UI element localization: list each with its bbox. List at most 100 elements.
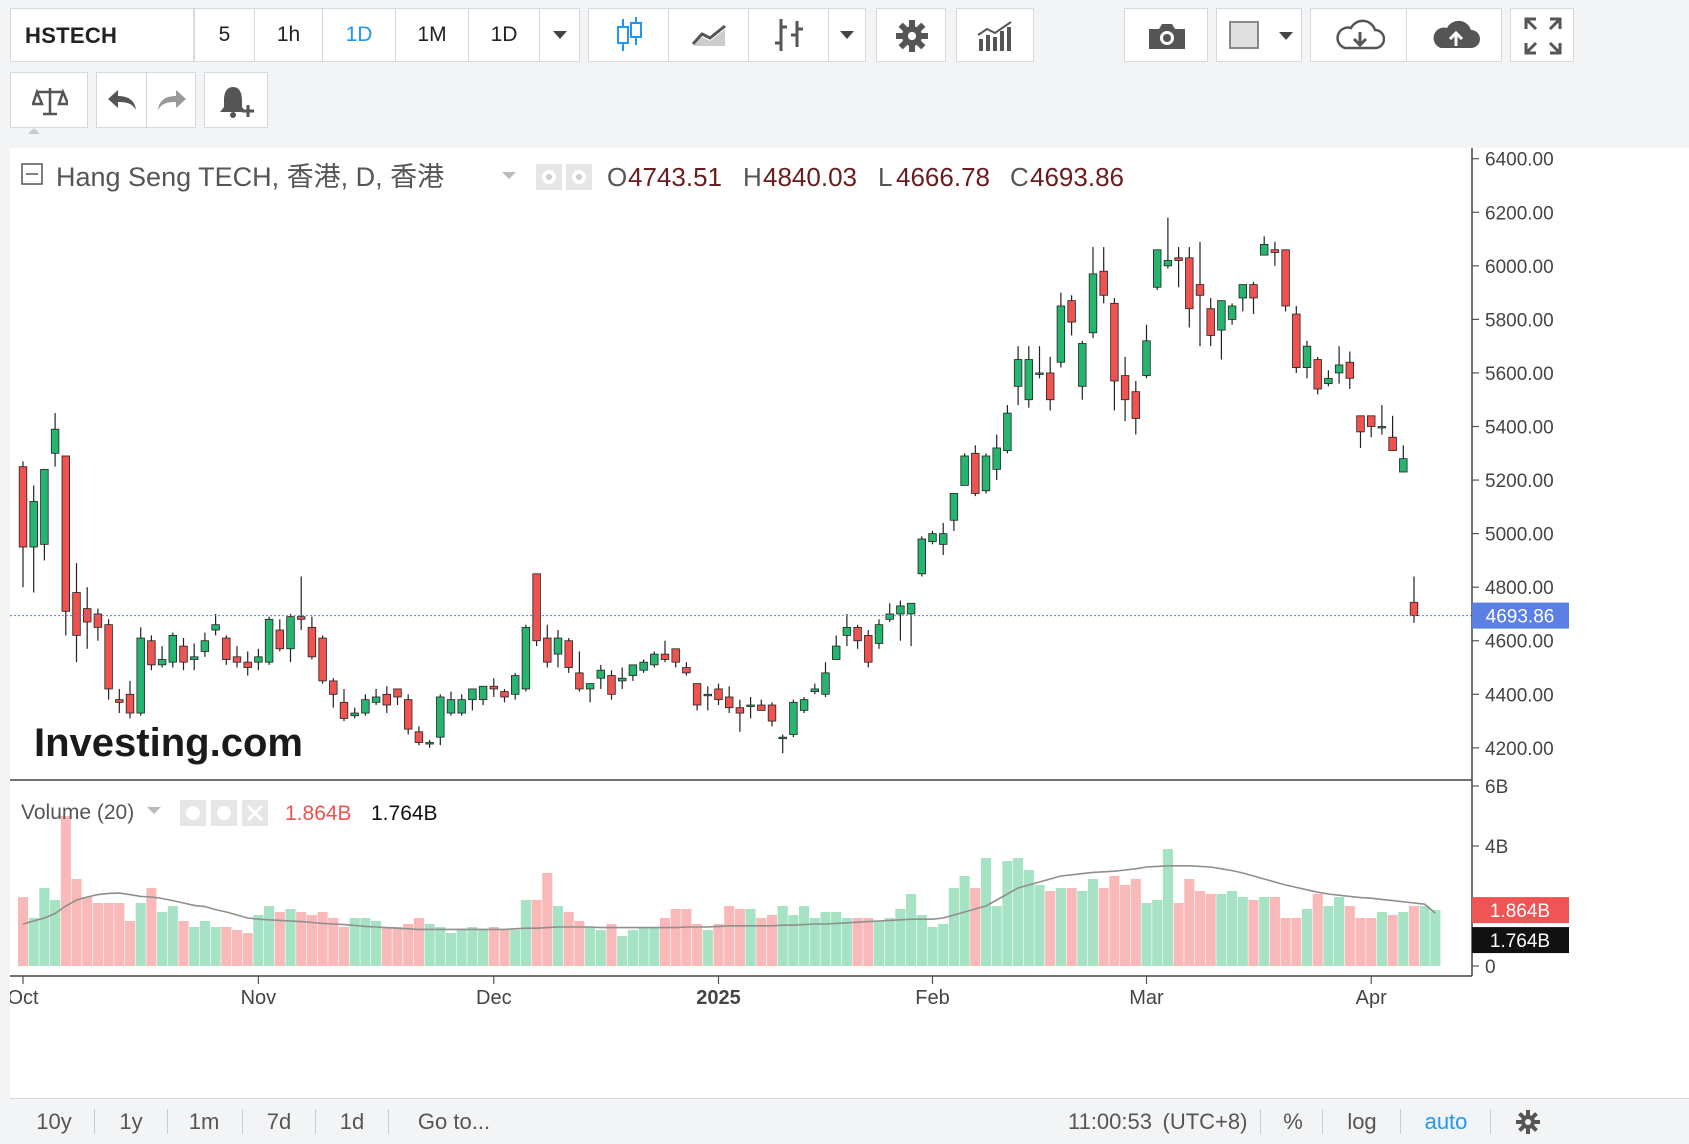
volume-bar: [1312, 894, 1323, 966]
percent-toggle[interactable]: %: [1283, 1108, 1303, 1134]
gear-icon: [1516, 1109, 1540, 1134]
candle-body: [821, 672, 830, 695]
candle-body: [1281, 249, 1290, 307]
volume-bar: [157, 912, 168, 966]
legend-dropdown-icon[interactable]: [502, 172, 516, 179]
candle-body: [318, 637, 327, 682]
interval-5[interactable]: 5: [195, 9, 255, 61]
candle-body: [243, 661, 252, 668]
candle-body: [628, 664, 638, 676]
investing-logo: Investing.com: [34, 721, 303, 765]
candle-body: [1088, 273, 1098, 334]
auto-toggle[interactable]: auto: [1424, 1108, 1468, 1134]
range-1d[interactable]: 1d: [339, 1108, 365, 1134]
candle-body: [1260, 244, 1269, 256]
scale-settings-button[interactable]: [1506, 1099, 1550, 1144]
goto-button[interactable]: Go to...: [417, 1108, 491, 1134]
candle-body: [115, 699, 124, 703]
volume-bar: [1023, 870, 1034, 966]
volume-bar: [1323, 906, 1334, 966]
volume-bar: [1280, 918, 1291, 966]
volume-bar: [927, 927, 938, 966]
volume-bar: [1034, 885, 1045, 966]
chart-type-dropdown[interactable]: [829, 9, 865, 61]
candle-body: [692, 683, 702, 706]
volume-bar: [702, 930, 713, 966]
volume-bar: [595, 930, 606, 966]
candle-body: [553, 637, 563, 655]
candle-body: [457, 699, 466, 714]
bars-button[interactable]: [749, 9, 829, 61]
candle-body: [168, 634, 177, 663]
volume-bar: [670, 909, 681, 966]
price-tick-label: 4800.00: [1485, 578, 1554, 599]
screenshot-button[interactable]: [1124, 8, 1208, 62]
candle-body: [1324, 377, 1333, 385]
candle-body: [703, 693, 712, 697]
candle-body: [125, 693, 135, 714]
candle-body: [350, 712, 359, 717]
volume-bar: [1334, 897, 1345, 966]
range-7d[interactable]: 7d: [266, 1108, 292, 1134]
candle-body: [510, 675, 520, 695]
time-axis: Oct Nov Dec 2025 Feb Mar Apr: [7, 976, 1387, 1009]
candle-body: [949, 493, 959, 521]
fullscreen-button[interactable]: [1510, 8, 1574, 62]
interval-1m[interactable]: 1M: [396, 9, 469, 61]
area-chart-button[interactable]: [669, 9, 749, 61]
undo-button[interactable]: [97, 73, 147, 127]
chart-area[interactable]: 6400.00 6200.00 6000.00 5800.00 5600.00 5400.…: [7, 148, 1689, 1098]
save-chart-button[interactable]: [1407, 9, 1503, 61]
add-alert-button[interactable]: [204, 72, 268, 128]
volume-bar: [1430, 910, 1441, 966]
candle-body: [371, 696, 381, 703]
candle-body: [1013, 359, 1023, 387]
compare-button[interactable]: [10, 72, 88, 128]
price-tick-label: 5600.00: [1485, 364, 1554, 385]
volume-bar: [852, 918, 863, 966]
interval-1d[interactable]: 1D: [323, 9, 396, 61]
candles-button[interactable]: [589, 9, 669, 61]
settings-button[interactable]: [876, 8, 946, 62]
candle-body: [810, 688, 819, 693]
candle-body: [189, 656, 199, 660]
candle-body: [917, 538, 926, 575]
load-chart-button[interactable]: [1311, 9, 1407, 61]
interval-1d-secondary[interactable]: 1D: [469, 9, 540, 61]
candle-body: [232, 656, 242, 663]
indicators-icon: [977, 21, 1012, 51]
redo-button[interactable]: [147, 73, 197, 127]
symbol-input[interactable]: HSTECH: [25, 23, 118, 48]
candle-body: [1249, 284, 1258, 299]
candle-body: [1302, 345, 1312, 368]
volume-bar: [167, 906, 178, 966]
indicators-button[interactable]: [956, 8, 1034, 62]
range-1m[interactable]: 1m: [188, 1108, 220, 1134]
interval-dropdown[interactable]: [540, 9, 579, 61]
camera-icon: [1149, 24, 1185, 49]
time-tick-label: Oct: [10, 987, 39, 1009]
candle-body: [1313, 359, 1322, 390]
candle-body: [200, 640, 210, 652]
open-label: O: [607, 162, 627, 192]
collapse-arrow-icon[interactable]: [28, 128, 40, 134]
undo-icon: [107, 90, 136, 110]
clock-timezone[interactable]: (UTC+8): [1162, 1108, 1248, 1134]
candles-icon: [616, 17, 642, 51]
collapse-legend-icon[interactable]: [21, 163, 43, 185]
interval-1h[interactable]: 1h: [255, 9, 323, 61]
volume-bar: [916, 915, 927, 966]
volume-dropdown-icon[interactable]: [147, 807, 161, 814]
range-10y[interactable]: 10y: [36, 1108, 72, 1134]
candle-body: [906, 602, 916, 615]
color-picker[interactable]: [1216, 8, 1302, 62]
price-tick-label: 5200.00: [1485, 471, 1554, 492]
range-1y[interactable]: 1y: [119, 1108, 143, 1134]
volume-bar: [574, 921, 585, 966]
volume-bar: [50, 900, 61, 966]
log-toggle[interactable]: log: [1347, 1108, 1377, 1134]
candle-body: [853, 626, 862, 642]
candle-body: [971, 452, 980, 494]
symbol-box[interactable]: HSTECH: [10, 8, 194, 62]
legend-title: Hang Seng TECH, 香港, D, 香港: [56, 162, 444, 192]
